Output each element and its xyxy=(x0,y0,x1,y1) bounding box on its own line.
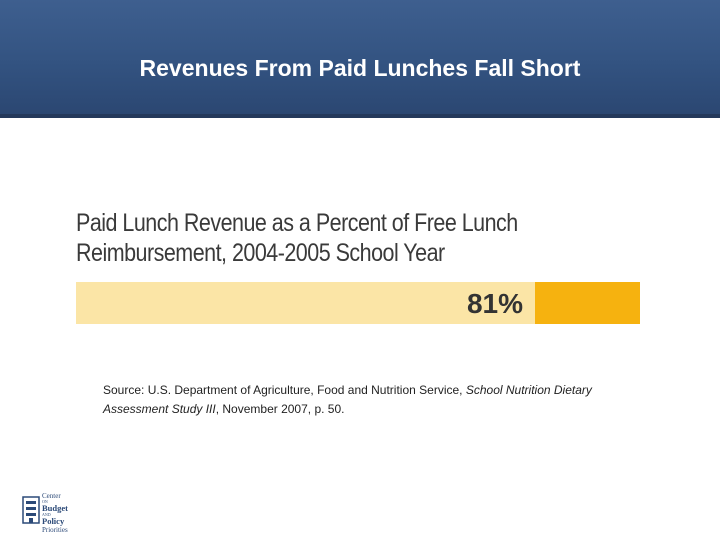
slide-header: Revenues From Paid Lunches Fall Short xyxy=(0,0,720,118)
source-suffix: , November 2007, p. 50. xyxy=(215,402,345,416)
bar-chart: 81% xyxy=(76,282,640,324)
logo-line-4: Priorities xyxy=(42,526,68,534)
source-title: School Nutrition Dietary Assessment Stud… xyxy=(103,383,592,416)
logo-line-3: Policy xyxy=(42,516,65,526)
source-prefix: Source: U.S. Department of Agriculture, … xyxy=(103,383,466,397)
logo-small-word-1: ON xyxy=(42,499,48,504)
chart-title-line-2: Reimbursement, 2004-2005 School Year xyxy=(76,239,445,267)
logo-line-1: Center xyxy=(42,492,61,500)
bar-value xyxy=(76,282,535,324)
slide-title: Revenues From Paid Lunches Fall Short xyxy=(139,55,581,81)
bar-value-label: 81% xyxy=(467,288,523,319)
chart-title-line-1: Paid Lunch Revenue as a Percent of Free … xyxy=(76,209,518,237)
chart-title: Paid Lunch Revenue as a Percent of Free … xyxy=(76,208,523,268)
building-icon xyxy=(22,496,40,524)
logo-small-word-2: AND xyxy=(42,512,51,517)
source-note: Source: U.S. Department of Agriculture, … xyxy=(103,381,603,419)
cbpp-logo: Center ON Budget AND Policy Priorities xyxy=(22,490,92,534)
logo-line-2: Budget xyxy=(42,503,68,513)
logo-wordmark: Center ON Budget AND Policy Priorities xyxy=(42,492,68,534)
